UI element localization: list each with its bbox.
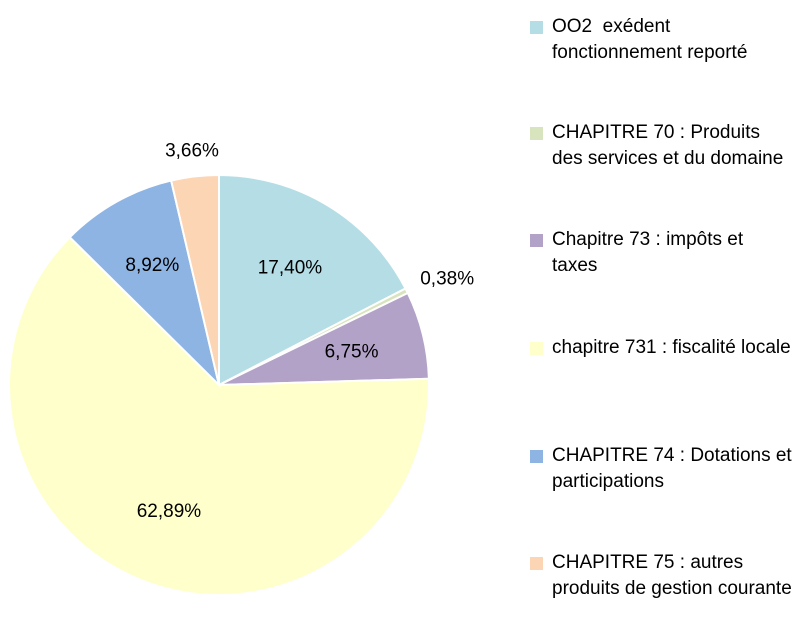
- data-label: 0,38%: [420, 268, 474, 289]
- data-label: 17,40%: [258, 257, 323, 278]
- legend-swatch: [530, 450, 543, 463]
- legend-label: Chapitre 73 : impôts et taxes: [552, 229, 749, 276]
- legend-entry: CHAPITRE 74 : Dotations et participation…: [530, 443, 792, 495]
- legend-entry: OO2 exédent fonctionnement reporté: [530, 14, 792, 66]
- data-label: 62,89%: [137, 501, 202, 522]
- pie-slice: [8, 235, 430, 596]
- pie-slice: [68, 179, 221, 389]
- legend-swatch: [530, 21, 543, 34]
- pie-slice: [218, 173, 407, 387]
- legend-label: CHAPITRE 74 : Dotations et participation…: [552, 445, 792, 492]
- legend-swatch: [530, 234, 543, 247]
- legend-entry: chapitre 731 : fiscalité locale: [530, 335, 792, 361]
- pie-slice: [169, 173, 220, 386]
- data-label: 6,75%: [325, 341, 379, 362]
- legend-swatch: [530, 557, 543, 570]
- legend-swatch: [530, 342, 543, 355]
- legend-entry: CHAPITRE 75 : autres produits de gestion…: [530, 550, 792, 602]
- legend-label: CHAPITRE 75 : autres produits de gestion…: [552, 552, 792, 599]
- legend-label: OO2 exédent fonctionnement reporté: [552, 16, 748, 63]
- data-label: 8,92%: [125, 255, 179, 276]
- legend-label: chapitre 731 : fiscalité locale: [552, 337, 791, 358]
- legend-entry: CHAPITRE 70 : Produits des services et d…: [530, 120, 792, 172]
- legend-swatch: [530, 127, 543, 140]
- data-label: 3,66%: [165, 140, 219, 161]
- legend-label: CHAPITRE 70 : Produits des services et d…: [552, 122, 784, 169]
- legend-entry: Chapitre 73 : impôts et taxes: [530, 227, 792, 279]
